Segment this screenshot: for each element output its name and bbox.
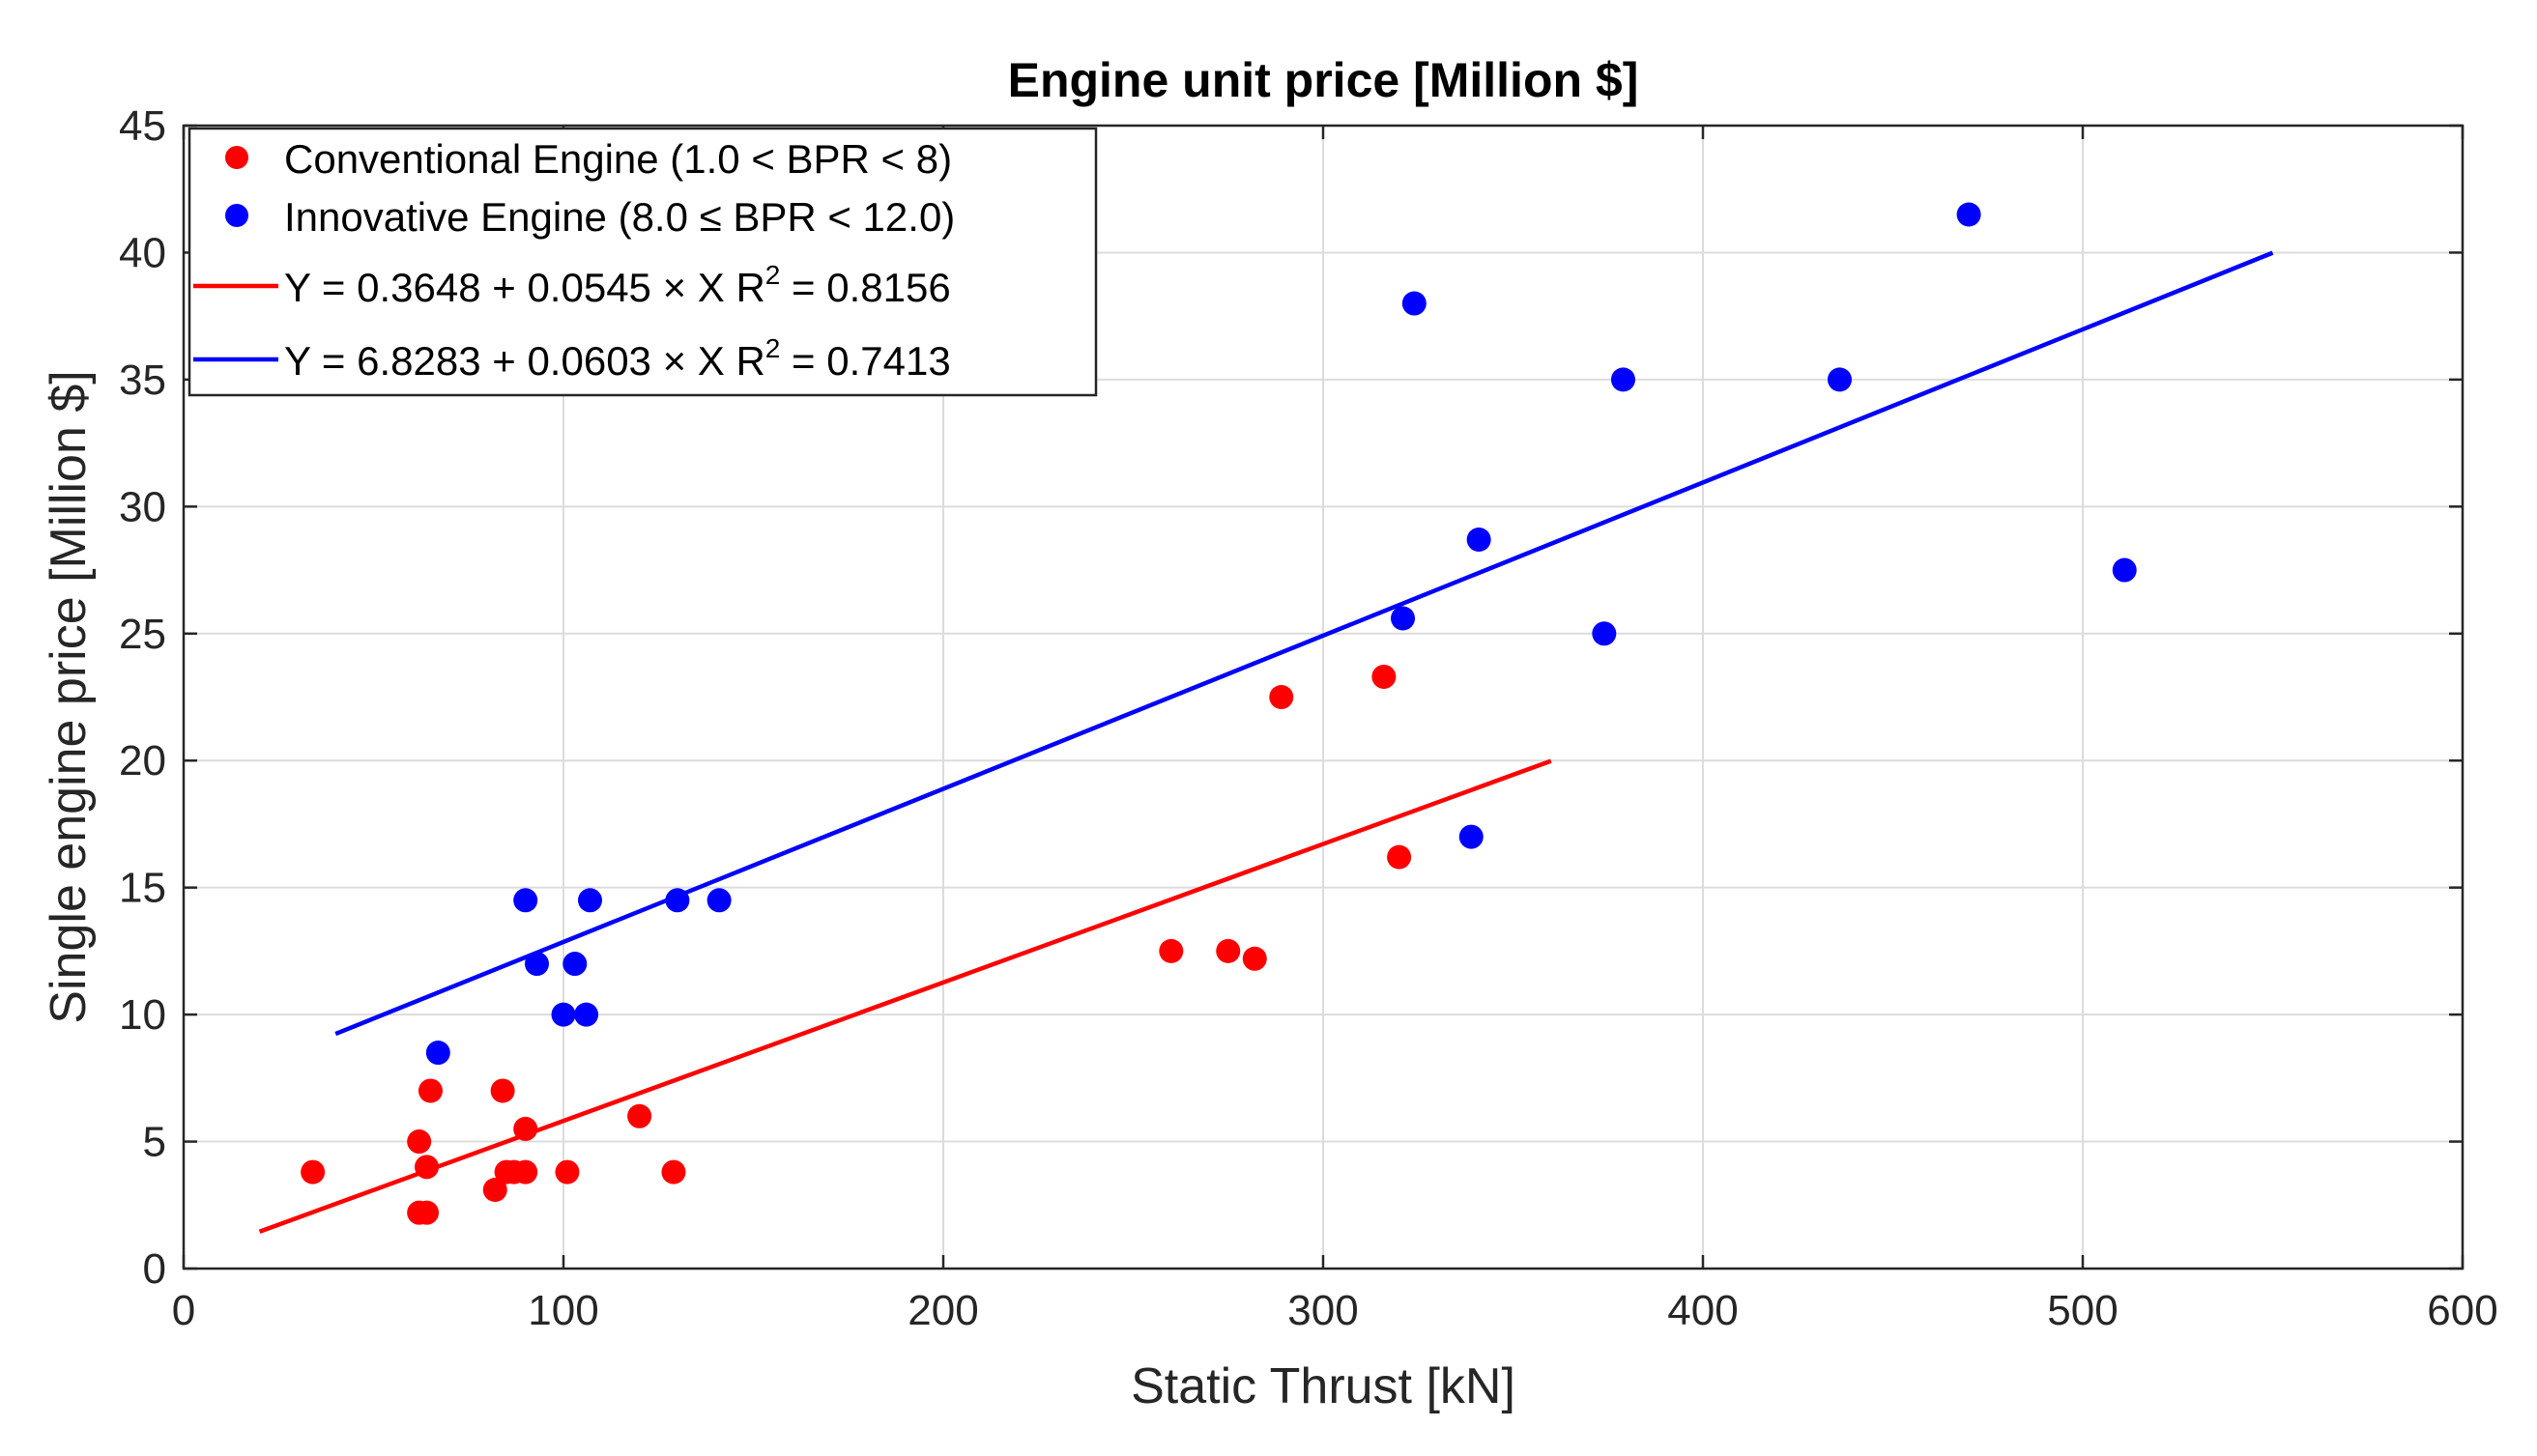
legend-marker-0 bbox=[225, 146, 248, 169]
y-tick-label: 35 bbox=[119, 357, 166, 404]
series-1-point-17 bbox=[2112, 557, 2137, 583]
series-0-point-4 bbox=[415, 1200, 440, 1225]
legend-r2-value: = 0.8156 bbox=[780, 265, 950, 310]
chart-title: Engine unit price [Million $] bbox=[1008, 53, 1639, 107]
series-0-point-0 bbox=[301, 1159, 326, 1185]
series-1-point-15 bbox=[1827, 367, 1852, 392]
y-tick-label: 30 bbox=[119, 483, 166, 530]
legend-marker-1 bbox=[225, 204, 248, 227]
legend-r2-value: = 0.7413 bbox=[780, 338, 950, 384]
series-0-point-3 bbox=[415, 1155, 440, 1180]
y-tick-label: 40 bbox=[119, 229, 166, 276]
series-1-point-4 bbox=[562, 952, 588, 977]
legend-label-0: Conventional Engine (1.0 < BPR < 8) bbox=[284, 136, 952, 182]
y-tick-label: 5 bbox=[143, 1119, 166, 1166]
y-axis-label: Single engine price [Million $] bbox=[41, 370, 97, 1023]
legend-superscript: 2 bbox=[765, 333, 781, 363]
series-0-point-13 bbox=[627, 1103, 652, 1128]
x-tick-label: 400 bbox=[1667, 1287, 1738, 1334]
series-0-point-18 bbox=[1269, 685, 1294, 709]
series-1-point-11 bbox=[1458, 824, 1484, 849]
y-tick-label: 15 bbox=[119, 865, 166, 912]
series-0-point-5 bbox=[418, 1078, 443, 1103]
ticks: 0 100 200 300 400 500 600 0 5 10 15 20 25 30 35 40 45 bbox=[119, 102, 2498, 1334]
series-0-point-1 bbox=[407, 1129, 432, 1155]
legend-box bbox=[187, 127, 1098, 397]
fit-line-2 bbox=[258, 758, 1552, 1234]
series-1-point-12 bbox=[1466, 528, 1491, 553]
legend-equation: Y = 6.8283 + 0.0603 × X R bbox=[284, 338, 765, 384]
series-0-point-19 bbox=[1371, 664, 1397, 689]
series-0-point-11 bbox=[513, 1116, 538, 1141]
series-0-point-7 bbox=[490, 1078, 515, 1103]
x-tick-label: 100 bbox=[528, 1287, 598, 1334]
legend-label-3: Y = 6.8283 + 0.0603 × X R2 = 0.7413 bbox=[284, 333, 951, 384]
legend-label-1: Innovative Engine (8.0 ≤ BPR < 12.0) bbox=[284, 194, 955, 240]
series-1-point-6 bbox=[578, 888, 603, 913]
legend-equation: Y = 0.3648 + 0.0545 × X R bbox=[284, 265, 765, 310]
series-0-point-12 bbox=[555, 1159, 580, 1185]
series-1-point-0 bbox=[425, 1041, 450, 1066]
x-tick-label: 0 bbox=[172, 1287, 195, 1334]
fit-line-3 bbox=[334, 250, 2274, 1037]
series-0-point-15 bbox=[1159, 938, 1184, 963]
legend: Conventional Engine (1.0 < BPR < 8) Innov… bbox=[187, 127, 1098, 397]
series-1-point-16 bbox=[1956, 202, 1981, 227]
series-0-point-16 bbox=[1216, 938, 1241, 963]
y-tick-label: 45 bbox=[119, 102, 166, 150]
series-1-point-13 bbox=[1592, 621, 1617, 646]
series-1-point-2 bbox=[524, 952, 549, 977]
series-1-point-5 bbox=[574, 1002, 599, 1027]
series-1-point-7 bbox=[665, 888, 690, 913]
series-0-point-10 bbox=[513, 1159, 538, 1185]
series-1-point-9 bbox=[1391, 606, 1416, 631]
series-0-point-17 bbox=[1242, 946, 1267, 971]
series-1-point-1 bbox=[513, 888, 538, 913]
x-tick-label: 500 bbox=[2047, 1287, 2118, 1334]
series-1-point-8 bbox=[706, 888, 732, 913]
series-0-point-6 bbox=[482, 1178, 507, 1203]
x-axis-label: Static Thrust [kN] bbox=[1131, 1358, 1515, 1414]
legend-label-2: Y = 0.3648 + 0.0545 × X R2 = 0.8156 bbox=[284, 260, 951, 310]
y-tick-label: 0 bbox=[143, 1245, 166, 1293]
x-tick-label: 600 bbox=[2427, 1287, 2497, 1334]
y-tick-label: 25 bbox=[119, 611, 166, 658]
plot-area bbox=[258, 202, 2274, 1234]
y-tick-label: 10 bbox=[119, 991, 166, 1039]
series-1-point-3 bbox=[551, 1002, 576, 1027]
series-1-point-10 bbox=[1401, 291, 1427, 316]
x-tick-label: 200 bbox=[908, 1287, 978, 1334]
legend-superscript: 2 bbox=[765, 260, 781, 290]
series-1-point-14 bbox=[1610, 367, 1635, 392]
series-0-point-20 bbox=[1387, 844, 1412, 870]
x-tick-label: 300 bbox=[1287, 1287, 1358, 1334]
y-tick-label: 20 bbox=[119, 737, 166, 785]
series-0-point-14 bbox=[661, 1159, 686, 1185]
